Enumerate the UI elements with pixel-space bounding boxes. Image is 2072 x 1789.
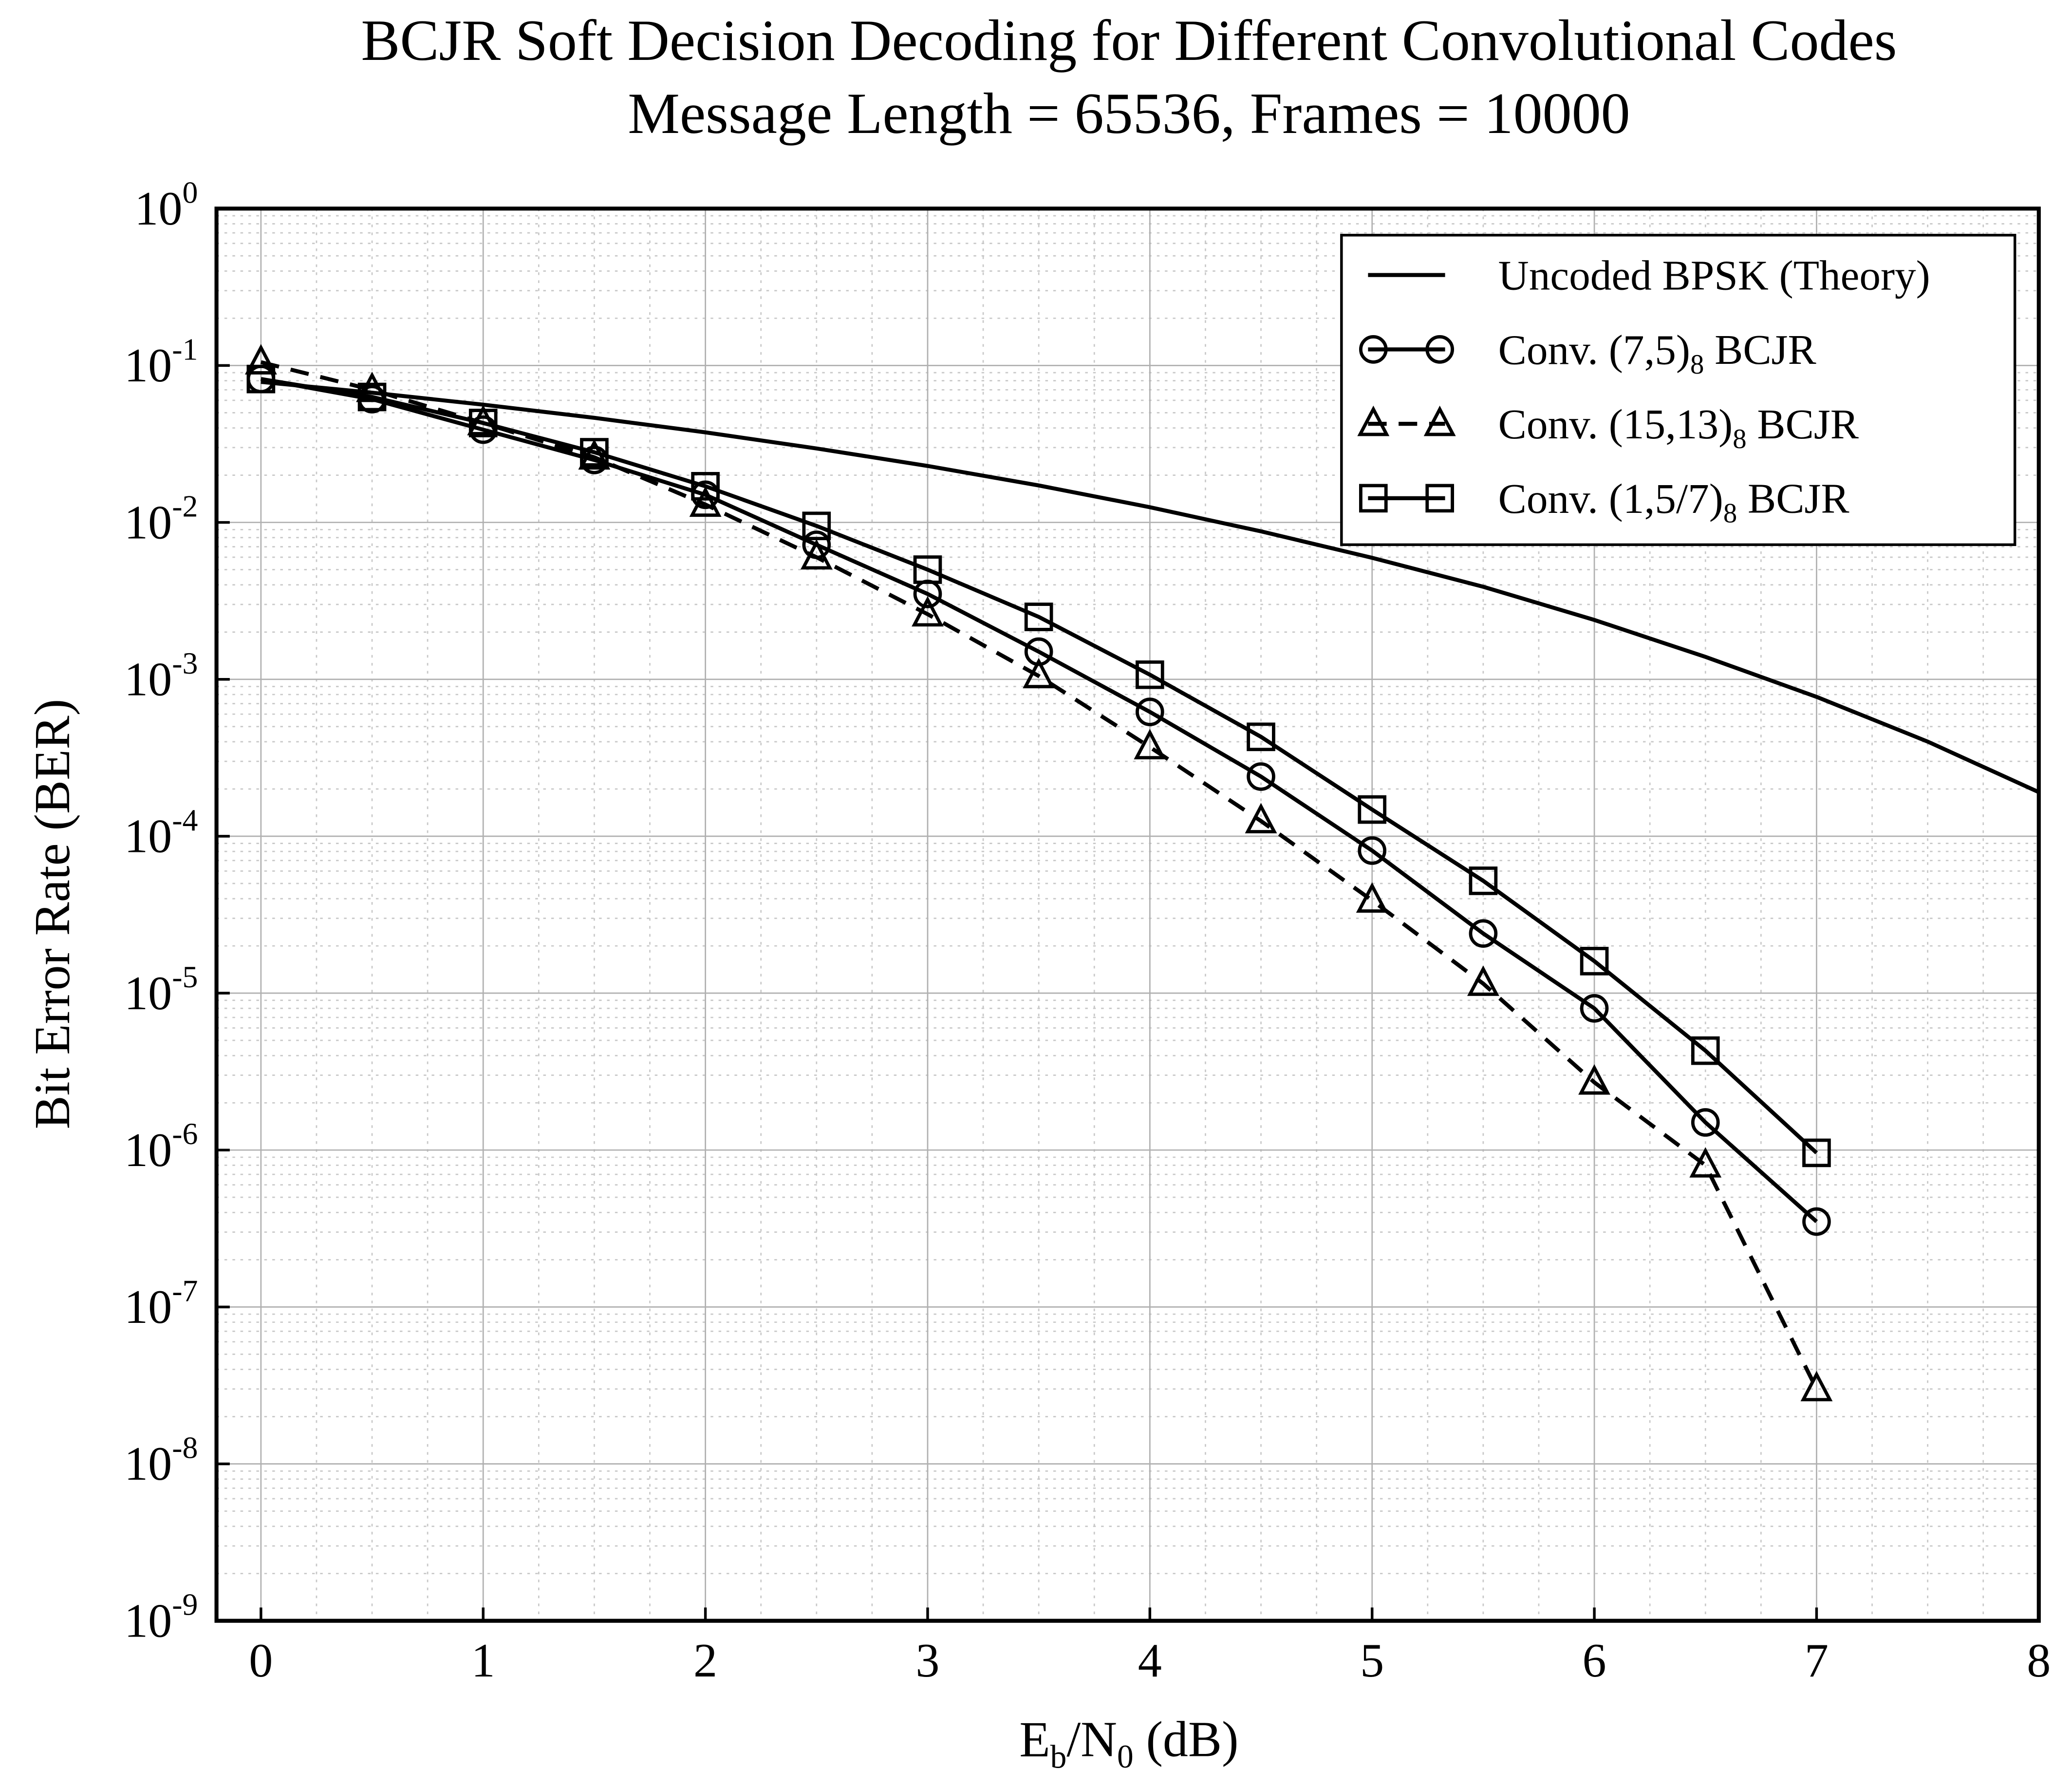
series-line <box>260 360 1819 1390</box>
x-tick-label: 5 <box>1360 1635 1384 1687</box>
x-tick-label: 6 <box>1583 1635 1606 1687</box>
marker <box>1245 803 1277 833</box>
chart-title: BCJR Soft Decision Decoding for Differen… <box>361 8 1897 73</box>
legend: Uncoded BPSK (Theory) Conv. (7,5)8​ BCJR C… <box>1340 234 2016 546</box>
y-axis-label: Bit Error Rate (BER) <box>25 699 80 1129</box>
marker <box>244 344 277 375</box>
marker <box>1136 697 1164 726</box>
marker <box>246 364 276 394</box>
marker <box>913 555 942 584</box>
marker <box>1802 1138 1831 1168</box>
marker <box>691 472 720 501</box>
series <box>246 364 1831 1168</box>
marker <box>1580 946 1609 976</box>
marker <box>1024 603 1053 631</box>
marker <box>1423 405 1456 436</box>
marker <box>356 371 388 402</box>
x-tick-label: 4 <box>1138 1635 1162 1687</box>
marker <box>1023 658 1055 689</box>
marker <box>689 486 722 517</box>
marker <box>1469 919 1498 948</box>
marker <box>1359 484 1388 513</box>
marker <box>1136 660 1164 689</box>
marker <box>1800 1371 1833 1402</box>
marker <box>357 382 387 412</box>
x-tick-label: 2 <box>693 1635 717 1687</box>
y-tick-label: 10-2​ <box>124 489 198 549</box>
legend-label: Conv. (7,5)8​ BCJR <box>1498 326 1817 380</box>
series <box>244 344 1833 1402</box>
marker <box>1691 1108 1720 1137</box>
x-tick-label: 0 <box>249 1635 273 1687</box>
series <box>261 380 2040 794</box>
marker <box>1425 484 1455 513</box>
marker <box>1358 836 1387 865</box>
plot-frame <box>214 207 2041 1623</box>
x-tick-label: 1 <box>471 1635 495 1687</box>
legend-label: Uncoded BPSK (Theory) <box>1498 252 1930 299</box>
marker <box>1469 866 1498 895</box>
legend-label: Conv. (1,5/7)8​ BCJR <box>1498 475 1850 529</box>
x-tick-label: 3 <box>915 1635 939 1687</box>
marker <box>1425 335 1455 364</box>
marker <box>800 539 833 570</box>
series-line <box>261 377 1818 1224</box>
marker <box>468 409 498 437</box>
marker <box>1580 994 1609 1023</box>
marker <box>802 511 831 541</box>
x-tick-label: 8 <box>2027 1635 2051 1687</box>
marker <box>580 438 609 467</box>
chart-subtitle: Message Length = 65536, Frames = 10000 <box>628 81 1630 146</box>
marker <box>1467 965 1499 996</box>
marker <box>1358 795 1387 824</box>
marker <box>1247 722 1275 752</box>
marker <box>1802 1207 1831 1236</box>
marker <box>1689 1147 1722 1178</box>
marker <box>1359 335 1388 364</box>
marker <box>1691 1036 1720 1065</box>
x-tick-label: 7 <box>1805 1635 1829 1687</box>
legend-label: Conv. (15,13)8​ BCJR <box>1498 400 1859 454</box>
series-line <box>261 380 2040 794</box>
marker <box>1247 762 1275 791</box>
marker <box>1578 1064 1611 1095</box>
marker <box>1134 729 1166 760</box>
marker <box>1357 405 1390 436</box>
marker <box>1356 882 1388 913</box>
series-line <box>261 377 1818 1154</box>
marker <box>912 596 944 627</box>
